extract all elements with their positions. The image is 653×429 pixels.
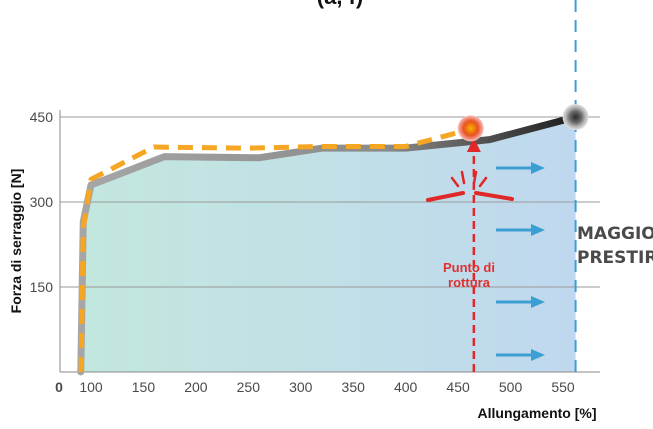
callout-line2: PRESTIRO [577, 248, 653, 268]
chart-series [77, 113, 580, 376]
callout-line1: MAGGIORE [577, 224, 653, 244]
x-tick-labels: 0 100 150 200 250 300 350 400 450 500 550 [55, 379, 575, 395]
break-spark [478, 176, 488, 188]
break-spark [450, 176, 460, 188]
break-label-line2: rottura [448, 275, 491, 290]
y-tick-label: 150 [30, 279, 54, 295]
stretch-arrow-head [531, 162, 545, 174]
chart-annotations [426, 0, 589, 372]
x-tick-label: 500 [499, 379, 523, 395]
x-tick-label: 550 [551, 379, 575, 395]
y-axis-title: Forza di serraggio [N] [8, 169, 24, 314]
stretch-arrow-head [531, 349, 545, 361]
stretch-arrow-head [531, 224, 545, 236]
x-tick-label: 450 [446, 379, 470, 395]
x-tick-label: 0 [55, 379, 63, 395]
chart-axes [59, 110, 600, 373]
y-tick-labels: 150 300 450 [30, 109, 54, 295]
chart-gridlines [60, 116, 600, 288]
x-tick-label: 100 [79, 379, 103, 395]
break-label-line1: Punto di [443, 260, 495, 275]
chart-area-fill [80, 117, 576, 372]
area-under-curve [80, 117, 576, 372]
series-line-dashed [78, 126, 472, 373]
x-tick-label: 350 [342, 379, 366, 395]
x-tick-label: 150 [132, 379, 156, 395]
chart-title-fragment: (a, f) [317, 0, 363, 9]
stretch-arrow-head [531, 296, 545, 308]
break-point-marker [457, 115, 484, 142]
y-tick-label: 450 [30, 109, 54, 125]
break-spark [472, 170, 478, 185]
break-arrow-head [466, 138, 481, 152]
x-tick-label: 300 [289, 379, 313, 395]
break-spark [460, 170, 466, 185]
x-tick-label: 200 [184, 379, 208, 395]
x-axis-title: Allungamento [%] [478, 405, 597, 421]
x-tick-label: 250 [237, 379, 261, 395]
break-spark [426, 191, 465, 202]
end-point-marker [562, 104, 589, 130]
x-tick-label: 400 [394, 379, 418, 395]
series-line-solid [77, 113, 580, 376]
y-tick-label: 300 [30, 194, 54, 210]
break-spark [474, 191, 514, 201]
